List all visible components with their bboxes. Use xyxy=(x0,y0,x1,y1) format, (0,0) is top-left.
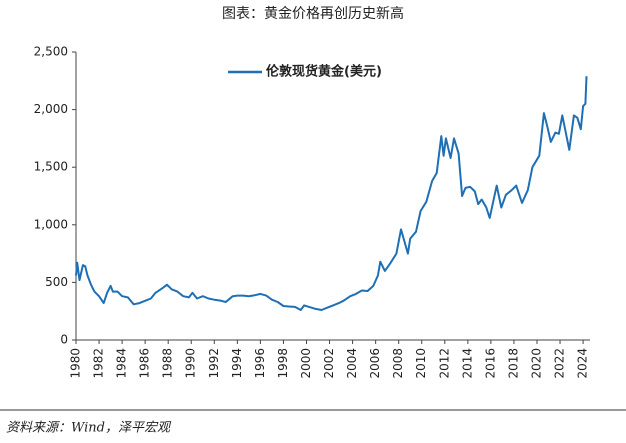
y-tick-label: 0 xyxy=(60,333,68,347)
x-tick-label: 1992 xyxy=(207,348,221,379)
x-tick-label: 2020 xyxy=(529,348,543,379)
y-tick-label: 1,500 xyxy=(34,160,68,174)
x-tick-label: 2022 xyxy=(553,348,567,379)
x-tick-label: 1994 xyxy=(230,348,244,379)
x-tick-label: 2024 xyxy=(576,348,590,379)
x-tick-label: 2018 xyxy=(506,348,520,379)
x-tick-label: 1980 xyxy=(69,348,83,379)
x-tick-label: 2010 xyxy=(414,348,428,379)
y-tick-label: 2,000 xyxy=(34,102,68,116)
y-tick-label: 1,000 xyxy=(34,217,68,231)
x-tick-label: 1996 xyxy=(253,348,267,379)
x-tick-label: 2008 xyxy=(391,348,405,379)
y-tick-label: 2,500 xyxy=(34,45,68,59)
x-tick-label: 1984 xyxy=(115,348,129,379)
x-tick-label: 1986 xyxy=(138,348,152,379)
x-tick-label: 2004 xyxy=(345,348,359,379)
x-tick-label: 1982 xyxy=(92,348,106,379)
chart-title: 图表：黄金价格再创历史新高 xyxy=(222,5,404,22)
y-tick-label: 500 xyxy=(45,275,68,289)
x-tick-label: 2006 xyxy=(368,348,382,379)
x-tick-label: 2012 xyxy=(437,348,451,379)
x-tick-label: 1998 xyxy=(276,348,290,379)
legend-label: 伦敦现货黄金(美元) xyxy=(266,64,382,80)
x-tick-label: 2016 xyxy=(483,348,497,379)
source-note: 资料来源：Wind，泽平宏观 xyxy=(6,420,172,436)
price-line xyxy=(75,76,588,311)
x-tick-label: 1988 xyxy=(161,348,175,379)
x-tick-label: 2000 xyxy=(299,348,313,379)
x-tick-label: 2014 xyxy=(460,348,474,379)
x-tick-label: 2002 xyxy=(322,348,336,379)
x-tick-label: 1990 xyxy=(184,348,198,379)
